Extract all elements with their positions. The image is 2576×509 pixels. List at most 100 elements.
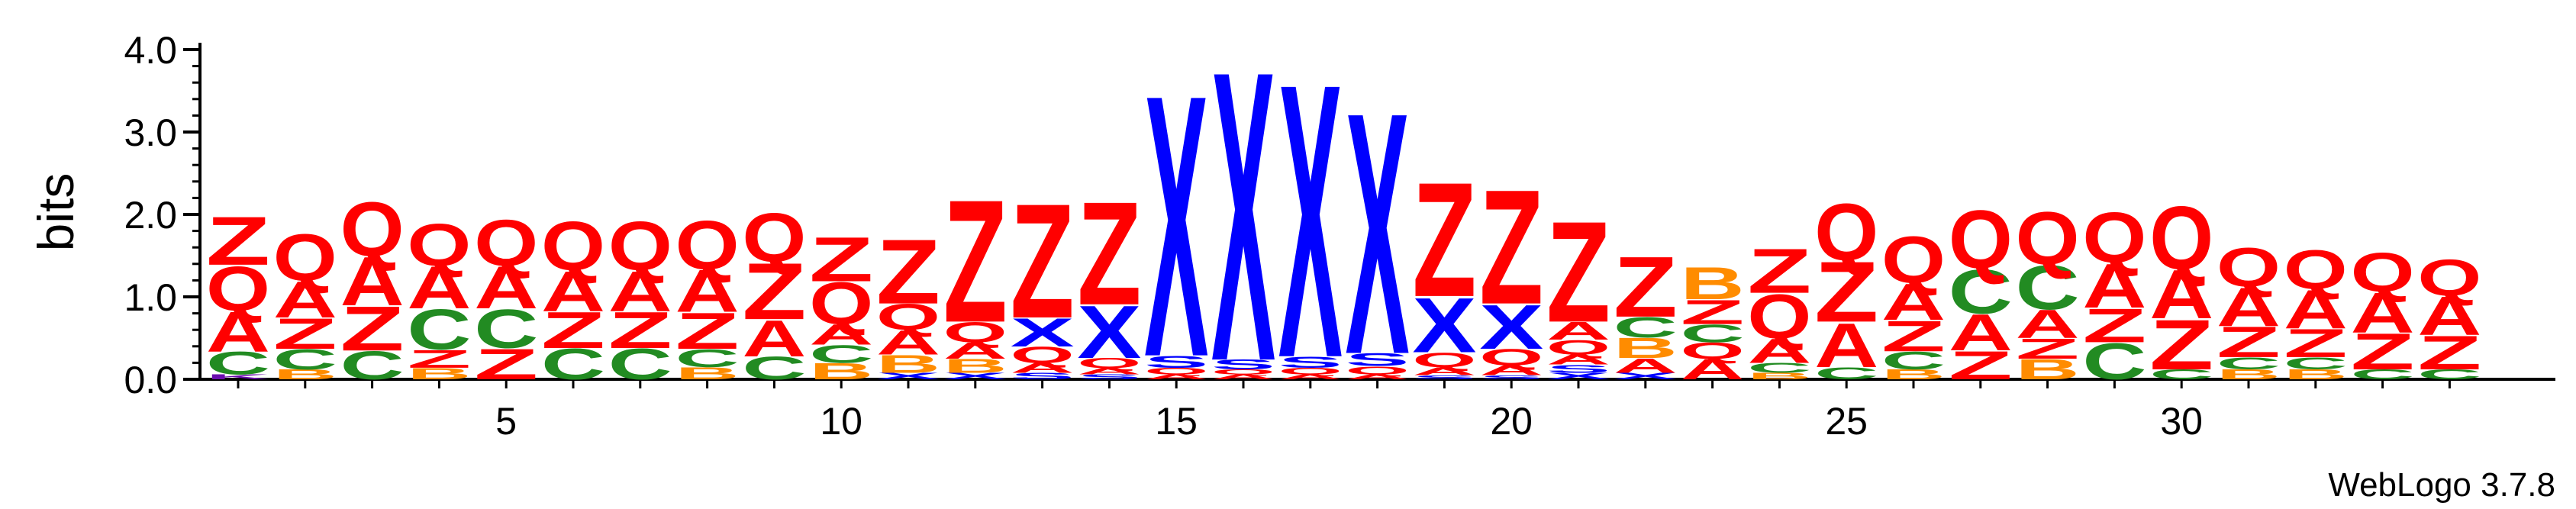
logo-letter-z: Z [1681, 293, 1745, 332]
logo-letter-a: A [1747, 331, 1811, 370]
logo-letter-a: A [1949, 304, 2013, 362]
logo-letter-s: S [1011, 371, 1075, 381]
logo-letter-a: A [2149, 256, 2213, 333]
logo-letter-b: B [1747, 371, 1811, 382]
logo-letter-a: A [1546, 352, 1610, 367]
x-tick-label: 5 [495, 400, 517, 443]
logo-letter-x: X [1278, 3, 1343, 440]
logo-letter-k: K [206, 373, 270, 381]
logo-letter-a: A [2351, 280, 2415, 345]
logo-letter-q: Q [1077, 356, 1141, 371]
logo-letter-b: B [1881, 367, 1946, 382]
logo-letter-q: Q [809, 270, 873, 337]
logo-letter-c: C [273, 343, 337, 375]
logo-letter-z: Z [1479, 156, 1543, 339]
logo-letter-c: C [1949, 257, 2013, 327]
logo-letter-s: S [1479, 374, 1543, 380]
logo-letter-z: Z [1412, 149, 1476, 331]
logo-letter-b: B [273, 367, 337, 382]
logo-letter-z: Z [1881, 312, 1946, 361]
logo-letter-q: Q [1747, 282, 1811, 352]
logo-letter-b: B [2284, 367, 2348, 382]
logo-letter-b: B [1681, 258, 1745, 310]
y-ticks: 0.0 1.0 2.0 3.0 4.0 [124, 29, 200, 401]
logo-letter-z: Z [541, 301, 605, 359]
logo-letter-b: B [1614, 332, 1678, 364]
logo-letter-z: Z [1546, 192, 1610, 352]
logo-letter-x: X [1144, 17, 1209, 435]
logo-letter-z: Z [1814, 243, 1878, 340]
logo-letter-q: Q [1211, 368, 1275, 375]
logo-letter-a: A [1681, 353, 1745, 385]
logo-letter-x: X [1077, 290, 1141, 373]
logo-letter-a: A [541, 259, 605, 324]
logo-letter-a: A [2417, 285, 2481, 346]
logo-letter-a: A [1077, 366, 1141, 377]
logo-letter-c: C [2082, 333, 2146, 391]
logo-letter-z: Z [1747, 236, 1811, 307]
logo-letter-q: Q [1546, 336, 1610, 359]
logo-letter-q: Q [2149, 188, 2213, 288]
logo-letter-c: C [206, 345, 270, 381]
logo-letter-q: Q [943, 317, 1008, 349]
logo-letter-s: S [1211, 357, 1275, 372]
logo-letter-c: C [675, 344, 740, 372]
logo-letter-a: A [943, 338, 1008, 364]
logo-letter-b: B [809, 359, 873, 385]
logo-letter-z: Z [608, 301, 672, 359]
logo-letter-x: X [1479, 292, 1543, 362]
logo-letter-c: C [541, 340, 605, 389]
logo-letter-z: Z [809, 224, 873, 295]
logo-letter-a: A [2284, 278, 2348, 340]
logo-letter-z: Z [1949, 343, 2013, 388]
logo-letter-z: Z [1011, 170, 1075, 353]
logo-letter-q: Q [2351, 242, 2415, 303]
logo-letter-a: A [273, 271, 337, 329]
logo-letter-x: X [1346, 41, 1411, 427]
logo-letter-q: Q [1479, 344, 1543, 370]
logo-letter-z: Z [675, 302, 740, 360]
logo-letter-a: A [340, 243, 405, 321]
logo-letter-a: A [2082, 251, 2146, 321]
logo-letter-b: B [407, 365, 471, 383]
x-tick-label: 20 [1490, 400, 1533, 443]
logo-letter-x: X [1546, 371, 1610, 381]
logo-letter-q: Q [1011, 342, 1075, 368]
logo-letter-c: C [474, 298, 538, 359]
logo-letter-q: Q [675, 207, 740, 284]
logo-letter-q: Q [1814, 186, 1878, 277]
logo-letter-q: Q [742, 200, 806, 277]
logo-letter-c: C [2149, 367, 2213, 382]
logo-letter-s: S [1077, 373, 1141, 381]
logo-letter-c: C [2217, 354, 2281, 373]
logo-letter-a: A [742, 310, 806, 368]
logo-letter-a: A [1211, 373, 1275, 381]
logo-letter-q: Q [876, 296, 940, 337]
logo-letter-c: C [608, 340, 672, 389]
logo-letter-c: C [1747, 360, 1811, 375]
logo-letter-x: X [1412, 282, 1476, 369]
x-tick-label: 10 [820, 400, 862, 443]
logo-letter-a: A [2016, 302, 2080, 347]
logo-letter-z: Z [1614, 238, 1678, 335]
logo-letter-b: B [876, 350, 940, 379]
x-ticks: 5 10 15 20 25 30 [237, 379, 2451, 443]
logo-letter-a: A [474, 255, 538, 322]
logo-letter-c: C [2016, 253, 2080, 323]
y-tick-label: 3.0 [124, 111, 177, 154]
logo-letter-a: A [809, 319, 873, 351]
logo-stacks: KCAQZBCZAQCZAQBZCAQZCAQCZAQCZAQBCZAQCAZQ… [206, 0, 2481, 448]
logo-letter-c: C [2351, 367, 2415, 382]
logo-letter-a: A [1278, 373, 1343, 381]
logo-letter-x: X [943, 371, 1008, 381]
logo-letter-z: Z [2016, 333, 2080, 365]
logo-letter-b: B [943, 355, 1008, 377]
logo-letter-a: A [1881, 274, 1946, 332]
logo-letter-c: C [2284, 354, 2348, 373]
logo-letter-a: A [206, 299, 270, 364]
logo-letter-q: Q [1278, 366, 1343, 377]
logo-letter-z: Z [2351, 323, 2415, 381]
logo-letter-q: Q [2284, 240, 2348, 301]
logo-letter-a: A [1479, 362, 1543, 378]
logo-letter-c: C [1614, 311, 1678, 343]
